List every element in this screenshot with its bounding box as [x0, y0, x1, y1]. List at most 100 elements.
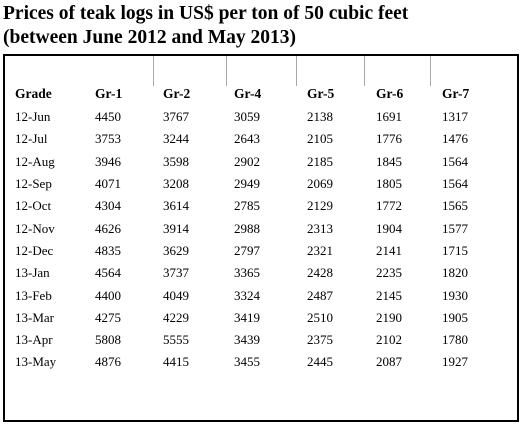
price-cell: 1691 [376, 109, 402, 125]
row-label-cell: 13-Jan [15, 265, 50, 281]
price-cell: 1776 [376, 131, 402, 147]
price-cell: 1845 [376, 153, 402, 169]
price-cell: 1317 [442, 109, 468, 125]
price-cell: 4400 [95, 287, 121, 303]
price-cell: 1715 [442, 242, 468, 258]
price-cell: 4229 [163, 309, 189, 325]
column-rule [430, 56, 431, 86]
table-row: 12-Sep 4071 3208 2949 2069 1805 1564 [15, 173, 512, 195]
price-cell: 2785 [234, 198, 260, 214]
price-cell: 1820 [442, 265, 468, 281]
column-rule [226, 56, 227, 86]
price-cell: 1905 [442, 309, 468, 325]
table-row: 12-Dec 4835 3629 2797 2321 2141 1715 [15, 240, 512, 262]
row-label-cell: 13-Mar [15, 309, 54, 325]
price-cell: 2190 [376, 309, 402, 325]
price-cell: 2902 [234, 153, 260, 169]
price-cell: 1927 [442, 354, 468, 370]
table-frame: Grade Gr-1 Gr-2 Gr-4 Gr-5 Gr-6 Gr-7 12-Jun 4450… [3, 54, 519, 422]
table-body: 12-Jun 4450 3767 3059 2138 1691 1317 12-Jul 3753… [15, 106, 512, 374]
price-cell: 3059 [234, 109, 260, 125]
table-row: 13-Feb 4400 4049 3324 2487 2145 1930 [15, 284, 512, 306]
title-line: Prices of teak logs in US$ per ton of 50… [3, 3, 409, 24]
price-cell: 2445 [307, 354, 333, 370]
price-cell: 3753 [95, 131, 121, 147]
price-cell: 2145 [376, 287, 402, 303]
price-cell: 2235 [376, 265, 402, 281]
row-label-cell: 13-Apr [15, 332, 53, 348]
price-cell: 4450 [95, 109, 121, 125]
column-header-gr-1: Gr-1 [95, 86, 123, 101]
price-cell: 3208 [163, 176, 189, 192]
price-cell: 4626 [95, 220, 121, 236]
price-cell: 3914 [163, 220, 189, 236]
price-cell: 4304 [95, 198, 121, 214]
row-label-cell: 13-May [15, 354, 57, 370]
column-header-gr-6: Gr-6 [376, 86, 404, 101]
price-cell: 1565 [442, 198, 468, 214]
price-cell: 3324 [234, 287, 260, 303]
price-cell: 1904 [376, 220, 402, 236]
price-cell: 4275 [95, 309, 121, 325]
column-header-grade: Grade [15, 86, 52, 101]
price-cell: 1564 [442, 153, 468, 169]
column-rule [153, 56, 154, 86]
column-header-gr-5: Gr-5 [307, 86, 335, 101]
price-cell: 3629 [163, 242, 189, 258]
price-cell: 3767 [163, 109, 189, 125]
row-label-cell: 13-Feb [15, 287, 52, 303]
price-cell: 4071 [95, 176, 121, 192]
column-rule [364, 56, 365, 86]
price-cell: 1564 [442, 176, 468, 192]
price-cell: 1930 [442, 287, 468, 303]
price-cell: 4876 [95, 354, 121, 370]
price-cell: 2428 [307, 265, 333, 281]
price-cell: 3439 [234, 332, 260, 348]
price-cell: 4564 [95, 265, 121, 281]
price-cell: 3419 [234, 309, 260, 325]
table-row: 13-Mar 4275 4229 3419 2510 2190 1905 [15, 307, 512, 329]
table-row: 12-Jun 4450 3767 3059 2138 1691 1317 [15, 106, 512, 128]
price-cell: 2797 [234, 242, 260, 258]
row-label-cell: 12-Nov [15, 220, 55, 236]
row-label-cell: 12-Jul [15, 131, 48, 147]
price-cell: 3365 [234, 265, 260, 281]
price-cell: 2102 [376, 332, 402, 348]
table-title: Prices of teak logs in US$ per ton of 50… [3, 2, 521, 50]
table-row: 12-Jul 3753 3244 2643 2105 1776 1476 [15, 128, 512, 150]
price-cell: 2949 [234, 176, 260, 192]
price-cell: 3598 [163, 153, 189, 169]
table-row: 12-Oct 4304 3614 2785 2129 1772 1565 [15, 195, 512, 217]
table-row: 13-Jan 4564 3737 3365 2428 2235 1820 [15, 262, 512, 284]
price-table: Grade Gr-1 Gr-2 Gr-4 Gr-5 Gr-6 Gr-7 12-Jun 4450… [15, 82, 512, 374]
row-label-cell: 12-Aug [15, 153, 55, 169]
price-cell: 2141 [376, 242, 402, 258]
subtitle-line: (between June 2012 and May 2013) [3, 27, 297, 48]
price-cell: 3946 [95, 153, 121, 169]
price-cell: 2510 [307, 309, 333, 325]
price-cell: 2105 [307, 131, 333, 147]
price-cell: 2069 [307, 176, 333, 192]
price-cell: 2988 [234, 220, 260, 236]
price-cell: 3244 [163, 131, 189, 147]
row-label-cell: 12-Jun [15, 109, 51, 125]
price-cell: 2185 [307, 153, 333, 169]
table-row: 12-Aug 3946 3598 2902 2185 1845 1564 [15, 151, 512, 173]
price-cell: 5555 [163, 332, 189, 348]
price-cell: 3614 [163, 198, 189, 214]
price-cell: 4049 [163, 287, 189, 303]
column-rule [296, 56, 297, 86]
price-cell: 5808 [95, 332, 121, 348]
column-header-gr-4: Gr-4 [234, 86, 262, 101]
header-row: Grade Gr-1 Gr-2 Gr-4 Gr-5 Gr-6 Gr-7 [15, 82, 512, 106]
price-cell: 1772 [376, 198, 402, 214]
price-cell: 2321 [307, 242, 333, 258]
table-row: 13-Apr 5808 5555 3439 2375 2102 1780 [15, 329, 512, 351]
price-cell: 2129 [307, 198, 333, 214]
table-row: 13-May 4876 4415 3455 2445 2087 1927 [15, 351, 512, 373]
column-header-gr-7: Gr-7 [442, 86, 470, 101]
price-cell: 2087 [376, 354, 402, 370]
price-cell: 4835 [95, 242, 121, 258]
row-label-cell: 12-Sep [15, 176, 52, 192]
row-label-cell: 12-Dec [15, 242, 54, 258]
